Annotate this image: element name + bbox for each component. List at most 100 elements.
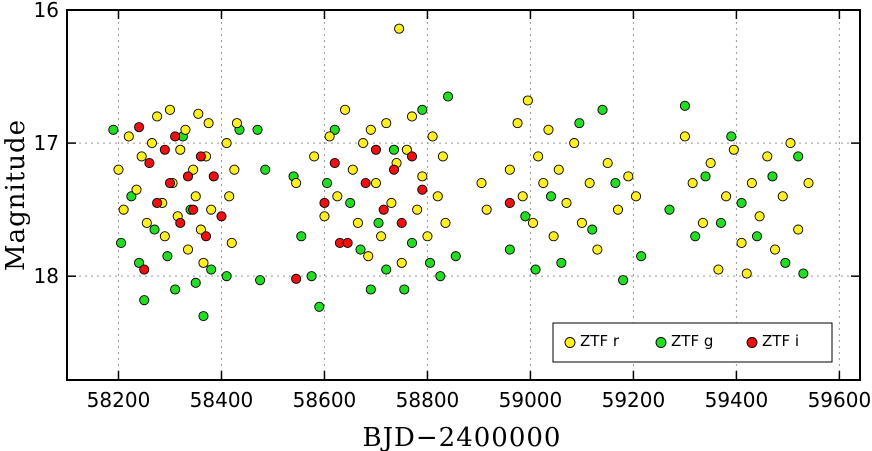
data-point	[679, 100, 690, 111]
data-point	[553, 164, 564, 175]
data-point	[131, 184, 142, 195]
legend-marker	[564, 337, 576, 348]
data-point	[123, 131, 134, 142]
data-point	[198, 257, 209, 268]
data-point	[785, 138, 796, 149]
data-point	[412, 204, 423, 215]
data-point	[597, 104, 608, 115]
data-point	[584, 177, 595, 189]
data-point	[530, 264, 541, 275]
data-point	[437, 151, 448, 162]
data-point	[545, 191, 557, 202]
y-tick-label: 17	[34, 131, 59, 155]
data-point	[741, 268, 752, 279]
data-point	[767, 171, 778, 182]
data-point	[751, 231, 763, 242]
data-point	[208, 171, 219, 182]
data-point	[224, 191, 235, 202]
data-point	[664, 204, 675, 215]
data-point	[618, 275, 629, 286]
data-point	[108, 124, 119, 135]
data-point	[188, 164, 199, 175]
data-point	[314, 301, 325, 312]
data-point	[422, 231, 433, 242]
data-point	[291, 177, 302, 189]
data-point	[736, 237, 747, 248]
data-point	[762, 151, 773, 162]
legend-label: ZTF i	[762, 332, 799, 350]
data-point	[504, 244, 515, 255]
data-point	[424, 257, 436, 268]
data-point	[358, 138, 369, 149]
data-point	[221, 138, 232, 149]
data-point	[574, 118, 585, 129]
data-point	[736, 197, 747, 209]
data-point	[144, 158, 155, 169]
data-point	[381, 118, 392, 129]
data-point	[252, 124, 263, 135]
data-point	[417, 171, 428, 182]
data-point	[370, 177, 382, 189]
data-point	[780, 257, 791, 268]
data-point	[182, 244, 194, 255]
data-point	[401, 144, 412, 155]
data-point	[381, 264, 392, 275]
data-point	[713, 264, 724, 275]
data-point	[443, 91, 454, 102]
data-point	[481, 204, 492, 215]
data-point	[396, 217, 407, 228]
data-point	[527, 217, 539, 228]
legend-marker	[746, 337, 758, 348]
data-point	[162, 251, 173, 262]
data-point	[370, 144, 382, 155]
data-point	[679, 131, 690, 142]
data-point	[705, 158, 716, 169]
data-point	[687, 177, 698, 189]
data-point	[319, 197, 330, 209]
y-axis-label: Magnitude	[1, 119, 31, 271]
legend-label: ZTF g	[671, 332, 713, 350]
data-point	[319, 211, 330, 222]
data-point	[435, 271, 446, 282]
data-point	[576, 217, 587, 228]
legend-marker	[655, 337, 667, 348]
data-point	[206, 264, 217, 275]
data-point	[291, 273, 302, 284]
data-point	[561, 197, 572, 209]
x-tick-label: 59000	[499, 388, 563, 412]
data-point	[697, 217, 708, 228]
data-point	[170, 131, 181, 142]
data-point	[378, 204, 389, 215]
data-point	[406, 151, 418, 162]
data-point	[182, 171, 194, 182]
x-tick-label: 58200	[87, 388, 151, 412]
plot-frame	[66, 9, 861, 381]
y-tick-label: 16	[34, 0, 59, 22]
data-point	[195, 224, 206, 235]
data-point	[777, 191, 788, 202]
data-point	[116, 237, 127, 248]
data-point	[548, 231, 559, 242]
data-point	[512, 118, 523, 129]
data-point	[504, 197, 515, 209]
data-point	[417, 184, 428, 195]
data-point	[522, 95, 533, 106]
data-point	[159, 231, 170, 242]
data-point	[543, 124, 554, 135]
data-point	[798, 268, 809, 279]
data-point	[139, 264, 150, 275]
data-point	[134, 122, 145, 133]
data-point	[352, 217, 363, 228]
legend-box	[552, 322, 833, 363]
data-point	[373, 217, 384, 228]
data-point	[164, 177, 176, 189]
data-point	[141, 217, 152, 228]
data-point	[365, 284, 376, 295]
data-point	[432, 191, 443, 202]
data-point	[365, 124, 376, 135]
data-point	[255, 275, 266, 286]
data-point	[306, 271, 317, 282]
data-point	[200, 231, 212, 242]
data-point	[309, 151, 320, 162]
x-tick-label: 59600	[808, 388, 872, 412]
